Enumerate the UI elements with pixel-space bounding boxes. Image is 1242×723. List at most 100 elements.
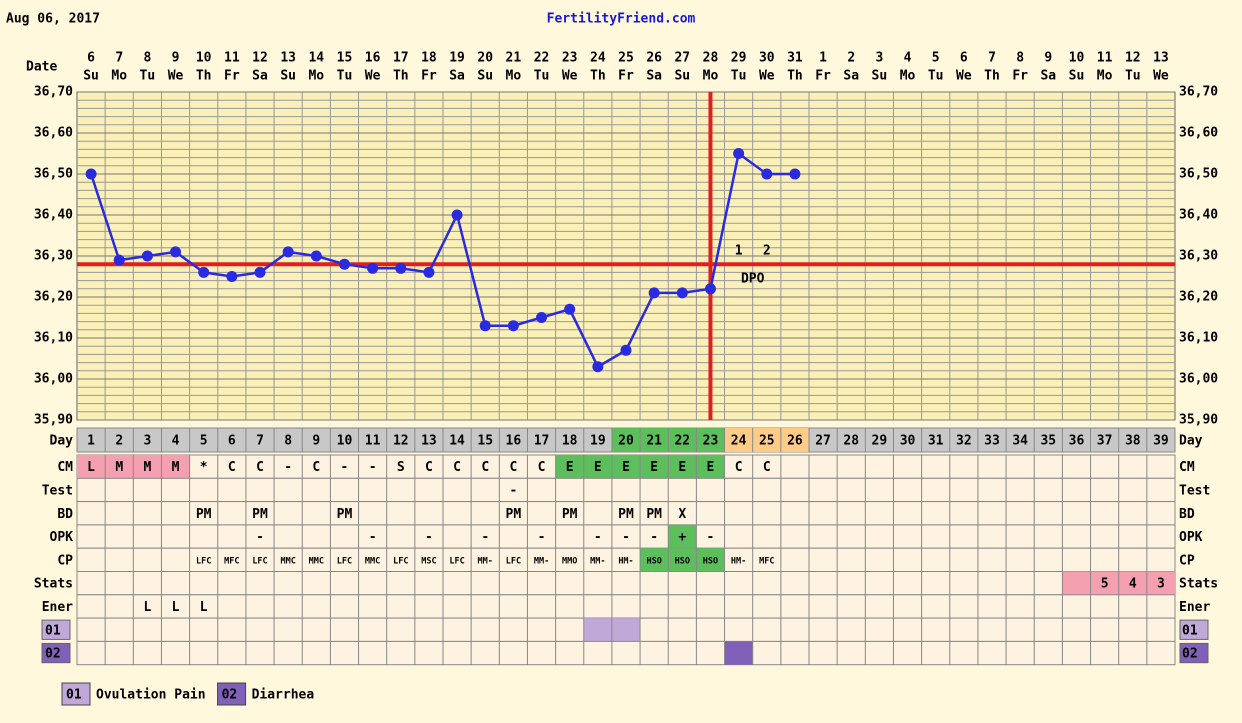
cell-text: M [172, 460, 180, 475]
temperature-point [789, 168, 801, 180]
cell-text: LFC [393, 556, 408, 566]
cell-highlight [77, 455, 106, 479]
cell-text: L [87, 460, 95, 475]
weekday: Su [83, 69, 99, 84]
cell-text: HM- [618, 556, 633, 566]
cell-highlight [611, 455, 641, 479]
day-number: 15 [477, 434, 493, 449]
cell-highlight [640, 428, 669, 452]
temperature-point [564, 303, 576, 315]
weekday: Mo [111, 69, 127, 84]
weekday: Mo [703, 69, 719, 84]
date-number: 11 [1097, 51, 1113, 66]
cell-text: - [622, 530, 630, 545]
y-tick-label-right: 35,90 [1179, 413, 1218, 428]
weekday: Tu [534, 69, 550, 84]
cell-highlight [724, 641, 753, 665]
weekday: We [1153, 69, 1169, 84]
temperature-point [395, 262, 407, 274]
day-number: 4 [172, 434, 180, 449]
y-tick-label-right: 36,20 [1179, 290, 1218, 305]
day-number: 29 [872, 434, 888, 449]
weekday: Fr [421, 69, 437, 84]
date-number: 5 [932, 51, 940, 66]
row-label-right: BD [1179, 507, 1195, 522]
cell-text: MMC [365, 556, 380, 566]
row-background [76, 477, 1176, 503]
temperature-point [451, 209, 463, 221]
y-tick-label: 36,50 [34, 167, 73, 182]
day-number: 18 [562, 434, 578, 449]
cell-text: E [566, 460, 574, 475]
weekday: Mo [308, 69, 324, 84]
date-number: 11 [224, 51, 240, 66]
cell-text: PM [506, 507, 522, 522]
y-tick-label-right: 36,30 [1179, 249, 1218, 264]
day-number: 35 [1040, 434, 1056, 449]
cell-text: L [200, 600, 208, 615]
cell-text: PM [196, 507, 212, 522]
cell-text: LFC [337, 556, 352, 566]
cell-text: - [509, 483, 517, 498]
y-tick-label-right: 36,10 [1179, 331, 1218, 346]
date-number: 7 [115, 51, 123, 66]
cell-text: C [256, 460, 264, 475]
cell-highlight [668, 428, 697, 452]
cell-text: LFC [449, 556, 464, 566]
cell-text: - [341, 460, 349, 475]
date-number: 18 [421, 51, 437, 66]
cell-highlight [105, 455, 134, 479]
cell-text: 4 [1129, 577, 1137, 592]
date-number: 3 [875, 51, 883, 66]
weekday: Su [872, 69, 888, 84]
weekday: Su [1069, 69, 1085, 84]
date-number: 21 [506, 51, 522, 66]
cell-highlight [640, 455, 669, 479]
cell-highlight [696, 455, 725, 479]
day-number: 34 [1012, 434, 1028, 449]
cell-text: PM [252, 507, 268, 522]
cell-text: C [763, 460, 771, 475]
day-number: 26 [787, 434, 803, 449]
cell-text: - [369, 460, 377, 475]
day-number: 27 [815, 434, 831, 449]
cell-text: MM- [534, 556, 549, 566]
cell-text: M [115, 460, 123, 475]
cell-text: PM [646, 507, 662, 522]
y-tick-label: 35,90 [34, 413, 73, 428]
weekday: Th [984, 69, 1000, 84]
cell-text: MMC [309, 556, 324, 566]
y-tick-label-right: 36,70 [1179, 85, 1218, 100]
cell-text: E [707, 460, 715, 475]
cell-highlight [611, 618, 641, 642]
cell-highlight [780, 428, 809, 452]
cell-text: * [200, 460, 208, 475]
cell-text: LFC [252, 556, 267, 566]
date-number: 23 [562, 51, 578, 66]
cell-highlight [668, 548, 697, 572]
cell-text: MMO [562, 556, 577, 566]
weekday: Th [393, 69, 409, 84]
temperature-point [367, 262, 379, 274]
temperature-point [226, 271, 238, 282]
row-background [76, 594, 1176, 619]
date-number: 26 [646, 51, 662, 66]
date-number: 7 [988, 51, 996, 66]
day-number: 1 [87, 434, 95, 449]
cell-text: C [228, 460, 236, 475]
day-number: 2 [115, 434, 123, 449]
day-number: 12 [393, 434, 409, 449]
row-label-right: Test [1179, 483, 1210, 498]
date-number: 10 [196, 51, 212, 66]
dpo-number: 2 [763, 244, 771, 259]
cell-text: C [538, 460, 546, 475]
row-label: CP [57, 553, 73, 568]
weekday: Fr [1012, 69, 1028, 84]
cell-text: HSO [675, 556, 690, 566]
date-number: 12 [1125, 51, 1141, 66]
date-number: 27 [674, 51, 690, 66]
weekday: We [562, 69, 578, 84]
y-tick-label: 36,40 [34, 208, 73, 223]
day-number: 32 [956, 434, 972, 449]
